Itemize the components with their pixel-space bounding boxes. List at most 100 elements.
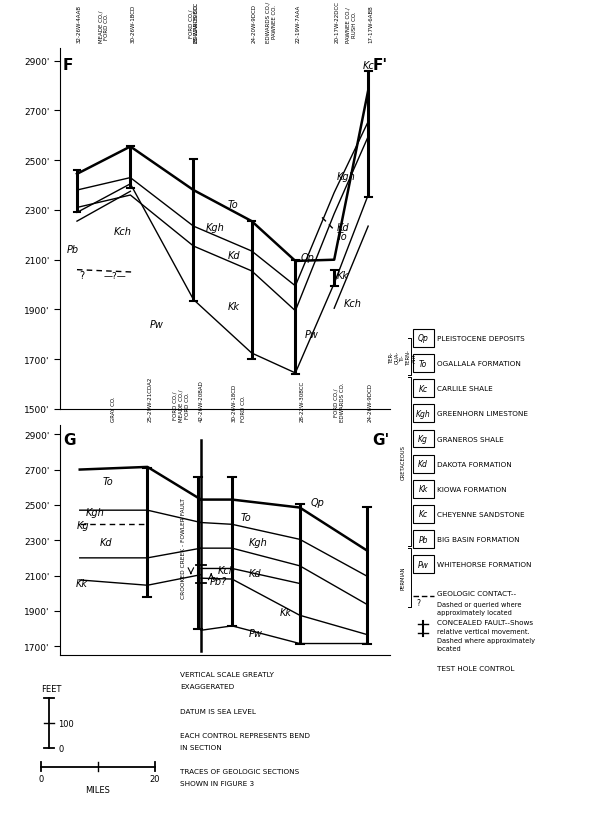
Bar [413, 480, 434, 498]
Bar [413, 505, 434, 523]
Text: TEST HOLE CONTROL: TEST HOLE CONTROL [437, 665, 514, 672]
Text: GRAY CO.: GRAY CO. [111, 396, 116, 422]
Text: Pw: Pw [249, 628, 263, 638]
Text: F': F' [373, 58, 388, 73]
Text: 22-19W-7AAA: 22-19W-7AAA [295, 5, 301, 43]
Text: Kc: Kc [362, 61, 374, 71]
Text: FEET: FEET [41, 685, 62, 694]
Text: Kk: Kk [76, 578, 88, 588]
Text: 30-26W-18CD: 30-26W-18CD [232, 383, 237, 422]
Text: 42-26W-20BAD: 42-26W-20BAD [198, 380, 203, 422]
Text: 17-17W-6ABB: 17-17W-6ABB [368, 5, 373, 43]
Text: CROOKED CREEK - FOWLER FAULT: CROOKED CREEK - FOWLER FAULT [181, 497, 186, 598]
Text: ?: ? [79, 271, 85, 281]
Text: PERMIAN: PERMIAN [400, 566, 406, 590]
Bar [413, 380, 434, 398]
Text: Kd: Kd [227, 251, 240, 261]
Text: G': G' [372, 432, 389, 447]
Text: OGALLALA FORMATION: OGALLALA FORMATION [437, 360, 520, 367]
Text: 32-26W-4AAB: 32-26W-4AAB [77, 5, 82, 43]
Text: ?: ? [416, 599, 421, 608]
Text: DATUM IS SEA LEVEL: DATUM IS SEA LEVEL [180, 708, 256, 713]
Text: Kc: Kc [418, 510, 428, 518]
Bar [413, 555, 434, 573]
Text: Pw: Pw [305, 329, 319, 339]
Bar [413, 329, 434, 347]
Text: 20-17W-22DCC: 20-17W-22DCC [334, 1, 339, 43]
Text: Dashed where approximately: Dashed where approximately [437, 637, 535, 643]
Text: KIOWA FORMATION: KIOWA FORMATION [437, 486, 506, 492]
Text: Kd: Kd [100, 538, 112, 548]
Bar [413, 531, 434, 549]
Text: CHEYENNE SANDSTONE: CHEYENNE SANDSTONE [437, 511, 524, 518]
Text: Kgh: Kgh [416, 410, 430, 419]
Text: TER-
QUA-
TI-
TERN-
ARY: TER- QUA- TI- TERN- ARY [389, 349, 417, 365]
Text: Kgh: Kgh [206, 223, 224, 233]
Text: 24-26W-9DCD: 24-26W-9DCD [367, 382, 373, 422]
Text: MEADE CO./
FORD CO.: MEADE CO./ FORD CO. [98, 11, 109, 43]
Text: PLEISTOCENE DEPOSITS: PLEISTOCENE DEPOSITS [437, 336, 524, 342]
Text: Pb: Pb [67, 245, 79, 255]
Text: 0: 0 [38, 774, 44, 783]
Text: FORD CO.: FORD CO. [241, 395, 246, 422]
Text: Dashed or queried where: Dashed or queried where [437, 601, 521, 607]
Text: Kk: Kk [280, 608, 292, 618]
Text: Qp: Qp [418, 334, 428, 343]
Text: 28-22W-30BCC: 28-22W-30BCC [300, 380, 305, 422]
Text: EACH CONTROL REPRESENTS BEND: EACH CONTROL REPRESENTS BEND [180, 732, 310, 738]
Text: Kd: Kd [337, 223, 349, 233]
Text: To: To [227, 200, 238, 210]
Text: EDWARDS CO./
PAWNEE CO.: EDWARDS CO./ PAWNEE CO. [266, 2, 277, 43]
Text: Kc: Kc [418, 384, 428, 393]
Bar [413, 430, 434, 448]
Text: GREENHORN LIMESTONE: GREENHORN LIMESTONE [437, 411, 527, 417]
Text: located: located [437, 645, 461, 652]
Text: Kk: Kk [227, 302, 239, 312]
Text: FORD CO./
EDWARDS CO.: FORD CO./ EDWARDS CO. [188, 3, 199, 43]
Text: DAKOTA FORMATION: DAKOTA FORMATION [437, 461, 511, 467]
Text: Kgh: Kgh [85, 507, 104, 517]
Text: CRETACEOUS: CRETACEOUS [400, 445, 406, 479]
Text: Kch: Kch [218, 565, 236, 575]
Text: To: To [419, 360, 427, 368]
Text: Pw: Pw [150, 319, 164, 329]
Text: Kch: Kch [113, 226, 131, 237]
Bar [413, 405, 434, 423]
Bar [413, 455, 434, 473]
Text: Kg: Kg [77, 520, 89, 530]
Text: FORD CO./
EDWARDS CO.: FORD CO./ EDWARDS CO. [334, 382, 344, 422]
Text: To: To [337, 231, 347, 242]
Text: FORD CO./
MEADE CO./
FORD CO.: FORD CO./ MEADE CO./ FORD CO. [173, 389, 190, 422]
Text: IN SECTION: IN SECTION [180, 744, 222, 750]
Text: Kk: Kk [418, 485, 428, 494]
Text: 0: 0 [58, 744, 64, 753]
Text: 100: 100 [58, 719, 74, 728]
Text: 24-20W-9DCD: 24-20W-9DCD [251, 4, 257, 43]
Text: Kk: Kk [337, 271, 349, 281]
Text: WHITEHORSE FORMATION: WHITEHORSE FORMATION [437, 562, 531, 568]
Text: GEOLOGIC CONTACT--: GEOLOGIC CONTACT-- [437, 590, 515, 596]
Text: Kgh: Kgh [337, 172, 355, 182]
Text: Kg: Kg [418, 435, 428, 443]
Text: GRANEROS SHALE: GRANEROS SHALE [437, 436, 503, 442]
Text: Kgh: Kgh [249, 538, 268, 548]
Text: Kd: Kd [249, 568, 262, 578]
Text: CARLILE SHALE: CARLILE SHALE [437, 386, 493, 391]
Text: To: To [103, 476, 113, 486]
Text: Kd: Kd [418, 459, 428, 468]
Text: —?—: —?— [104, 272, 127, 281]
Text: CONCEALED FAULT--Shows: CONCEALED FAULT--Shows [437, 619, 533, 626]
Text: TRACES OF GEOLOGIC SECTIONS: TRACES OF GEOLOGIC SECTIONS [180, 768, 299, 774]
Text: G: G [63, 432, 76, 447]
Text: Pb?: Pb? [209, 577, 227, 586]
Text: BIG BASIN FORMATION: BIG BASIN FORMATION [437, 536, 519, 542]
Text: PAWNEE CO./
RUSH CO.: PAWNEE CO./ RUSH CO. [346, 7, 356, 43]
Text: To: To [241, 512, 251, 523]
Text: EXAGGERATED: EXAGGERATED [180, 684, 234, 690]
Text: F: F [62, 58, 73, 73]
Bar [413, 355, 434, 373]
Text: 20: 20 [149, 774, 160, 783]
Text: VERTICAL SCALE GREATLY: VERTICAL SCALE GREATLY [180, 672, 274, 677]
Text: Qp: Qp [300, 252, 314, 262]
Text: MILES: MILES [86, 785, 110, 794]
